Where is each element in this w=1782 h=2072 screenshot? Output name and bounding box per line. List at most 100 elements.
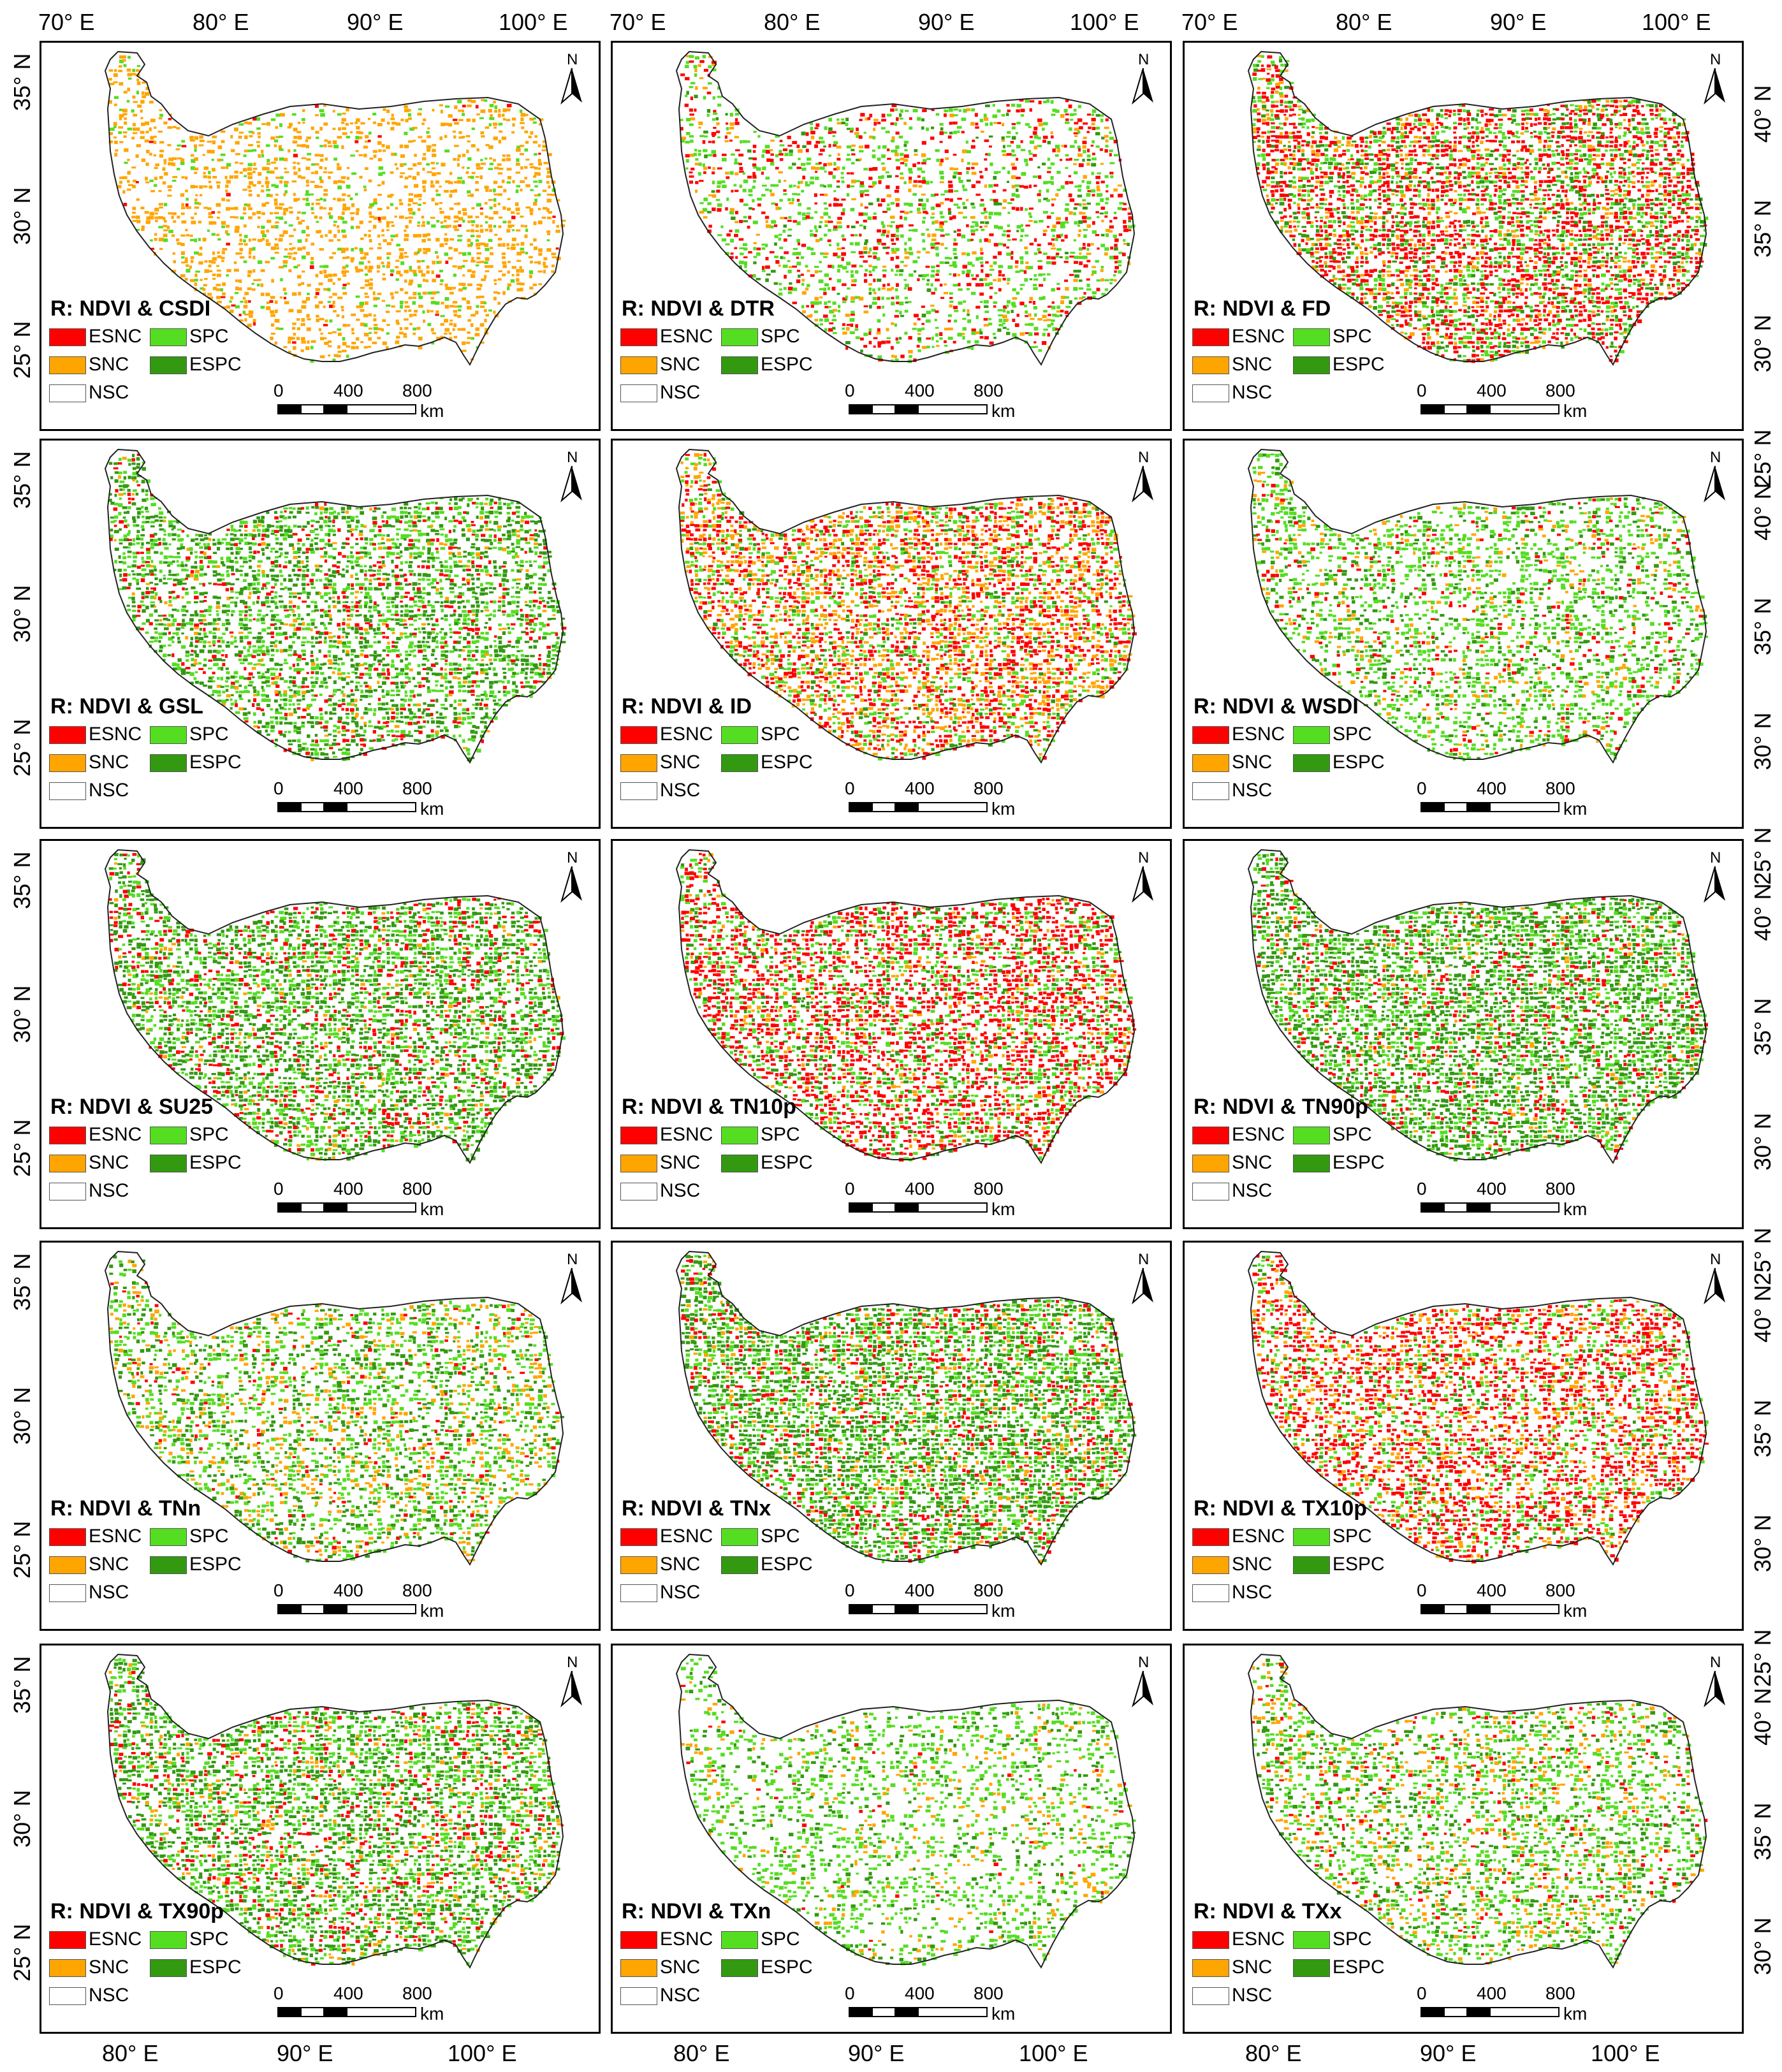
class-pixel [1613, 112, 1617, 116]
class-pixel [467, 269, 472, 272]
class-pixel [1298, 176, 1303, 180]
class-pixel [181, 261, 185, 264]
class-pixel [1654, 158, 1660, 161]
class-pixel [137, 104, 142, 108]
class-pixel [427, 135, 431, 138]
class-pixel [890, 257, 895, 261]
class-pixel [296, 198, 300, 201]
class-pixel [1266, 153, 1271, 157]
class-pixel [896, 228, 900, 233]
class-pixel [493, 291, 498, 294]
class-pixel [221, 221, 226, 225]
class-pixel [1311, 118, 1315, 122]
class-pixel [1037, 247, 1041, 252]
class-pixel [716, 130, 720, 133]
class-pixel [997, 122, 1002, 124]
class-pixel [248, 131, 254, 133]
class-pixel [453, 310, 458, 313]
class-pixel [537, 261, 541, 265]
class-pixel [198, 144, 204, 147]
class-pixel [1453, 158, 1457, 161]
class-pixel [1064, 279, 1069, 282]
class-pixel [337, 198, 342, 202]
class-pixel [1050, 100, 1054, 104]
class-pixel [288, 207, 293, 209]
class-pixel [819, 252, 824, 255]
class-pixel [1601, 153, 1605, 157]
class-pixel [202, 154, 205, 156]
class-pixel [497, 302, 501, 305]
class-pixel [981, 269, 984, 273]
class-pixel [387, 261, 391, 265]
class-pixel [481, 99, 485, 101]
class-pixel [1610, 140, 1614, 143]
class-pixel [1033, 126, 1038, 131]
class-pixel [926, 228, 930, 231]
class-pixel [436, 171, 441, 175]
class-pixel [258, 216, 261, 219]
legend-label: SNC [89, 354, 129, 376]
scale-bar-graphic [277, 404, 416, 414]
class-pixel [226, 163, 231, 167]
class-pixel [1544, 140, 1547, 143]
class-pixel [149, 215, 154, 220]
class-pixel [1288, 100, 1294, 104]
class-pixel [1538, 140, 1542, 144]
left-lat-label: 35° N [9, 1253, 36, 1311]
class-pixel [435, 202, 439, 206]
class-pixel [1301, 126, 1305, 129]
class-pixel [824, 207, 828, 210]
class-pixel [386, 109, 390, 113]
class-pixel [413, 327, 417, 331]
class-pixel [141, 91, 145, 95]
class-pixel [1298, 108, 1304, 111]
class-pixel [823, 163, 827, 167]
class-pixel [502, 243, 506, 247]
class-pixel [1613, 157, 1617, 161]
class-pixel [1274, 144, 1279, 149]
class-pixel [282, 288, 286, 291]
class-pixel [796, 186, 800, 189]
class-pixel [1328, 176, 1333, 180]
class-pixel [885, 131, 890, 134]
class-pixel [215, 284, 221, 286]
class-pixel [944, 221, 948, 223]
classification-pixels [680, 55, 1136, 363]
class-pixel [333, 224, 336, 227]
class-pixel [872, 266, 878, 269]
class-pixel [1016, 291, 1019, 295]
class-pixel [1262, 149, 1266, 152]
class-pixel [363, 323, 368, 327]
class-pixel [311, 163, 316, 166]
class-pixel [1672, 157, 1676, 161]
class-pixel [798, 157, 801, 161]
class-pixel [1597, 140, 1602, 145]
class-pixel [444, 189, 449, 193]
class-pixel [1551, 150, 1555, 152]
class-pixel [248, 193, 252, 197]
plateau-map: N [675, 50, 1153, 367]
class-pixel [980, 283, 984, 287]
class-pixel [108, 69, 113, 72]
class-pixel [158, 203, 164, 206]
class-pixel [1047, 171, 1051, 173]
class-pixel [132, 220, 138, 223]
class-pixel [889, 215, 895, 219]
class-pixel [863, 246, 868, 251]
class-pixel [364, 265, 368, 270]
class-pixel [1395, 126, 1399, 131]
class-pixel [993, 332, 996, 335]
class-pixel [1082, 246, 1086, 250]
class-pixel [372, 112, 377, 115]
class-pixel [1637, 112, 1641, 115]
class-pixel [891, 238, 895, 242]
class-pixel [301, 144, 306, 148]
class-pixel [396, 244, 400, 247]
class-pixel [1530, 170, 1533, 173]
class-pixel [271, 184, 276, 187]
class-pixel [300, 176, 306, 179]
class-pixel [551, 270, 555, 273]
class-pixel [1114, 261, 1118, 264]
class-pixel [753, 131, 757, 133]
class-pixel [284, 180, 289, 184]
